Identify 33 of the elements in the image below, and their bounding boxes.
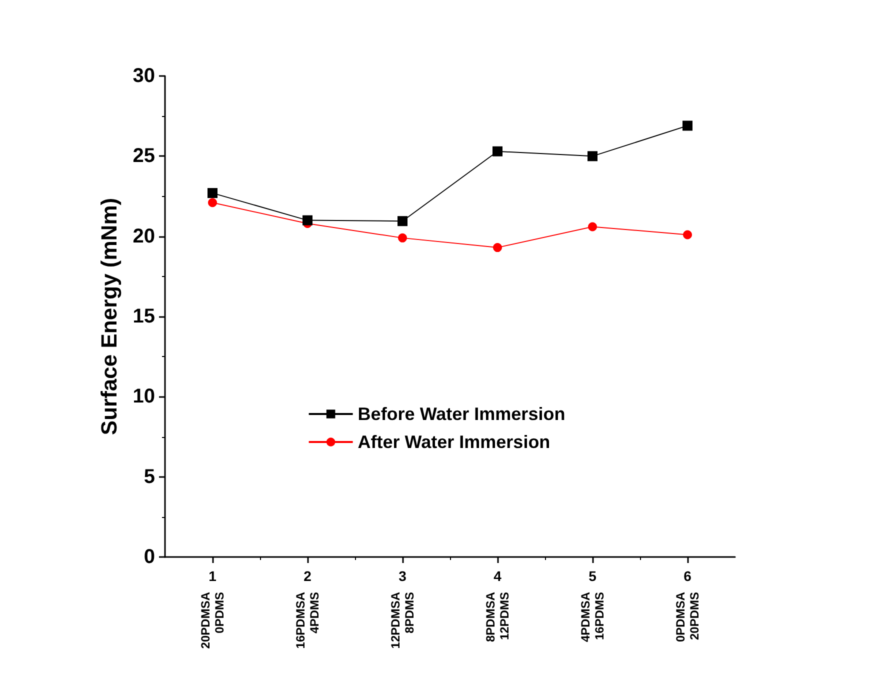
y-axis-title: Surface Energy (mNm) bbox=[96, 198, 122, 436]
x-tick-label: 5 bbox=[588, 568, 597, 584]
point bbox=[492, 146, 502, 156]
point bbox=[398, 233, 407, 242]
y-tick-label: 10 bbox=[132, 386, 155, 408]
x-tick-label: 6 bbox=[684, 568, 692, 584]
point bbox=[208, 188, 218, 198]
legend-label: Before Water Immersion bbox=[358, 404, 566, 424]
point bbox=[682, 120, 692, 131]
point bbox=[493, 243, 502, 252]
point bbox=[302, 215, 312, 226]
point bbox=[208, 198, 217, 208]
x-tick-label: 4 bbox=[494, 568, 502, 584]
legend-label: After Water Immersion bbox=[358, 432, 550, 452]
x-tick-label: 3 bbox=[398, 568, 407, 584]
y-tick-label: 15 bbox=[132, 306, 155, 328]
text: 0PDMSA 20PDMS bbox=[674, 592, 702, 642]
point bbox=[588, 222, 597, 232]
point bbox=[588, 151, 598, 162]
x-tick-label: 2 bbox=[304, 568, 312, 584]
y-tick-label: 25 bbox=[132, 145, 155, 168]
y-tick-label: 20 bbox=[132, 225, 155, 248]
text: 20PDMSA 0PDMS bbox=[198, 592, 226, 649]
point bbox=[683, 230, 692, 240]
point bbox=[398, 216, 408, 226]
y-tick-label: 0 bbox=[144, 546, 155, 568]
text: 12PDMSA 8PDMS bbox=[388, 592, 416, 649]
x-tick-label: 1 bbox=[208, 568, 217, 584]
text: 4PDMSA 16PDMS bbox=[578, 592, 606, 642]
y-tick-label: 30 bbox=[132, 65, 155, 87]
text: 8PDMSA 12PDMS bbox=[484, 592, 512, 642]
text: 16PDMSA 4PDMS bbox=[294, 592, 322, 649]
y-tick-label: 5 bbox=[144, 466, 155, 488]
